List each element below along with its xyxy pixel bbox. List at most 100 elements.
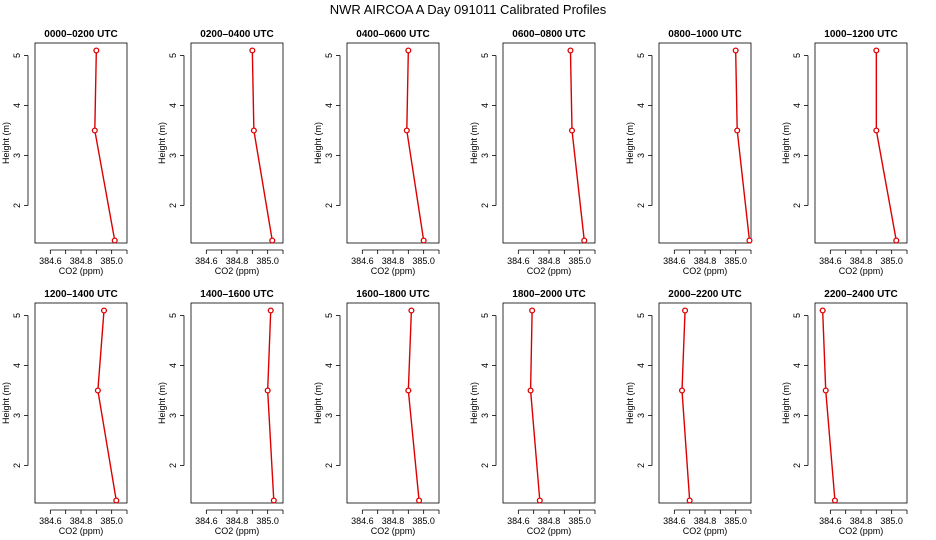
x-tick-label: 385.0 [256, 516, 279, 526]
y-tick-label: 5 [480, 313, 490, 318]
y-tick-label: 2 [12, 203, 22, 208]
y-tick-label: 3 [12, 153, 22, 158]
profile-point [269, 237, 276, 244]
x-tick-label: 385.0 [412, 256, 435, 266]
profile-line [569, 50, 585, 241]
panel-title: 1000–1200 UTC [824, 29, 897, 40]
profile-line [251, 50, 273, 241]
x-axis-label: CO2 (ppm) [839, 526, 884, 536]
panel-title: 0800–1000 UTC [668, 29, 741, 40]
y-axis-label: Height (m) [469, 382, 479, 424]
x-tick-label: 385.0 [724, 256, 747, 266]
x-tick-label: 384.6 [663, 516, 686, 526]
profile-line [266, 310, 275, 501]
y-tick-label: 4 [12, 103, 22, 108]
y-tick-label: 2 [324, 463, 334, 468]
plot-frame [346, 42, 440, 244]
profile-point [678, 387, 686, 394]
panel-title: 1400–1600 UTC [200, 289, 273, 300]
y-tick-label: 3 [12, 413, 22, 418]
profile-point [734, 127, 741, 134]
y-tick-label: 2 [480, 463, 490, 468]
y-tick-label: 2 [636, 203, 646, 208]
y-tick-label: 2 [636, 463, 646, 468]
profile-point [536, 497, 543, 504]
profile-point [568, 127, 576, 134]
y-tick-label: 2 [168, 203, 178, 208]
x-tick-label: 384.8 [694, 256, 717, 266]
x-tick-label: 384.8 [226, 516, 249, 526]
x-tick-label: 384.8 [226, 256, 249, 266]
profile-point [420, 237, 427, 244]
x-tick-label: 384.6 [39, 256, 62, 266]
x-tick-label: 385.0 [100, 516, 123, 526]
y-tick-label: 5 [792, 313, 802, 318]
y-tick-label: 2 [324, 203, 334, 208]
y-tick-label: 4 [12, 363, 22, 368]
profile-point [264, 387, 271, 394]
profile-point [527, 387, 534, 394]
y-tick-label: 5 [12, 313, 22, 318]
x-tick-label: 384.6 [507, 256, 530, 266]
panel-title: 1600–1800 UTC [356, 289, 429, 300]
y-axis-label: Height (m) [781, 122, 791, 164]
panel-title: 0000–0200 UTC [44, 29, 117, 40]
y-axis-label: Height (m) [157, 382, 167, 424]
x-axis-label: CO2 (ppm) [683, 266, 728, 276]
y-tick-label: 4 [324, 363, 334, 368]
plot-frame [190, 302, 284, 504]
profile-line [94, 50, 116, 241]
profile-point [408, 307, 415, 314]
profile-point [581, 237, 588, 244]
profile-line [97, 310, 117, 501]
x-axis-label: CO2 (ppm) [59, 266, 104, 276]
x-tick-label: 384.6 [819, 256, 842, 266]
y-tick-label: 4 [480, 103, 490, 108]
plot-frame [658, 302, 752, 504]
y-axis-label: Height (m) [625, 122, 635, 164]
profile-point [831, 497, 838, 504]
figure-title: NWR AIRCOA A Day 091011 Calibrated Profi… [330, 2, 607, 17]
x-tick-label: 385.0 [568, 516, 591, 526]
x-axis-label: CO2 (ppm) [215, 266, 260, 276]
y-tick-label: 5 [636, 53, 646, 58]
x-tick-label: 384.8 [382, 256, 405, 266]
profile-point [416, 497, 423, 504]
profile-line [407, 310, 420, 501]
x-tick-label: 384.6 [351, 516, 374, 526]
x-tick-label: 384.8 [382, 516, 405, 526]
profile-point [111, 237, 118, 244]
y-tick-label: 3 [324, 153, 334, 158]
y-tick-label: 2 [792, 463, 802, 468]
profile-point [405, 47, 412, 54]
y-tick-label: 4 [168, 103, 178, 108]
y-tick-label: 2 [12, 463, 22, 468]
x-tick-label: 384.6 [819, 516, 842, 526]
x-tick-label: 385.0 [100, 256, 123, 266]
profile-line [681, 310, 691, 501]
y-axis-label: Height (m) [781, 382, 791, 424]
y-tick-label: 5 [12, 53, 22, 58]
profile-point [682, 307, 689, 314]
y-tick-label: 3 [792, 153, 802, 158]
y-tick-label: 2 [168, 463, 178, 468]
profile-line [529, 310, 541, 501]
plot-frame [502, 42, 596, 244]
plot-frame [34, 42, 128, 244]
panel-title: 1200–1400 UTC [44, 289, 117, 300]
x-tick-label: 385.0 [880, 256, 903, 266]
profile-point [819, 307, 826, 314]
panel-title: 1800–2000 UTC [512, 289, 585, 300]
x-axis-label: CO2 (ppm) [527, 526, 572, 536]
plot-frame [502, 302, 596, 504]
y-tick-label: 4 [636, 103, 646, 108]
x-axis-label: CO2 (ppm) [371, 526, 416, 536]
y-tick-label: 5 [168, 313, 178, 318]
x-axis-label: CO2 (ppm) [215, 526, 260, 536]
profile-point [94, 387, 101, 394]
